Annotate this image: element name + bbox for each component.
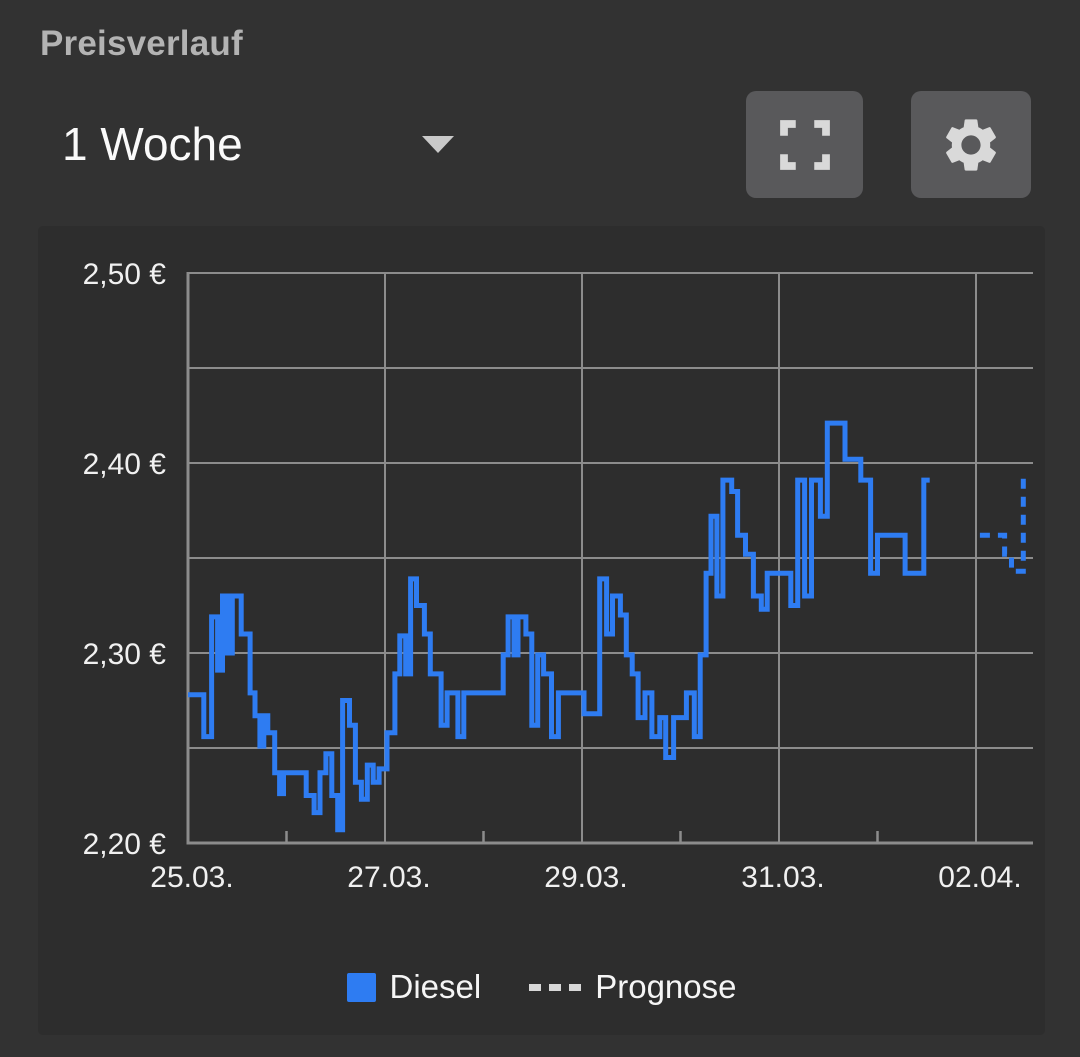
x-tick-label: 25.03. <box>150 861 233 894</box>
prognose-series-line <box>979 475 1030 574</box>
gear-icon <box>939 113 1003 177</box>
chevron-down-icon <box>422 135 454 153</box>
y-tick-label: 2,40 € <box>83 448 167 481</box>
y-tick-label: 2,50 € <box>83 258 167 291</box>
diesel-series-line <box>188 420 930 833</box>
chart-legend: Diesel Prognose <box>38 962 1045 1012</box>
chart-card: 2,50 € 2,40 € 2,30 € 2,20 €25.03. 27.03. 29.0… <box>38 226 1045 1035</box>
fullscreen-button[interactable] <box>746 91 863 198</box>
x-tick-label: 27.03. <box>347 861 430 894</box>
time-range-value: 1 Woche <box>62 118 243 170</box>
settings-button[interactable] <box>911 91 1031 198</box>
y-tick-label: 2,30 € <box>83 638 167 671</box>
diesel-legend-swatch <box>346 972 376 1002</box>
fullscreen-icon <box>775 115 835 175</box>
prognose-legend-label: Prognose <box>595 968 737 1005</box>
y-tick-label: 2,20 € <box>83 828 167 861</box>
page-title: Preisverlauf <box>40 24 243 63</box>
price-chart[interactable]: 2,50 € 2,40 € 2,30 € 2,20 €25.03. 27.03. 29.0… <box>38 226 1045 1035</box>
diesel-legend-label: Diesel <box>389 968 482 1005</box>
x-tick-label: 02.04. <box>938 861 1021 894</box>
time-range-dropdown[interactable]: 1 Woche <box>62 112 458 176</box>
prognose-dash-icon <box>529 983 582 991</box>
x-tick-label: 31.03. <box>741 861 824 894</box>
x-tick-label: 29.03. <box>544 861 627 894</box>
